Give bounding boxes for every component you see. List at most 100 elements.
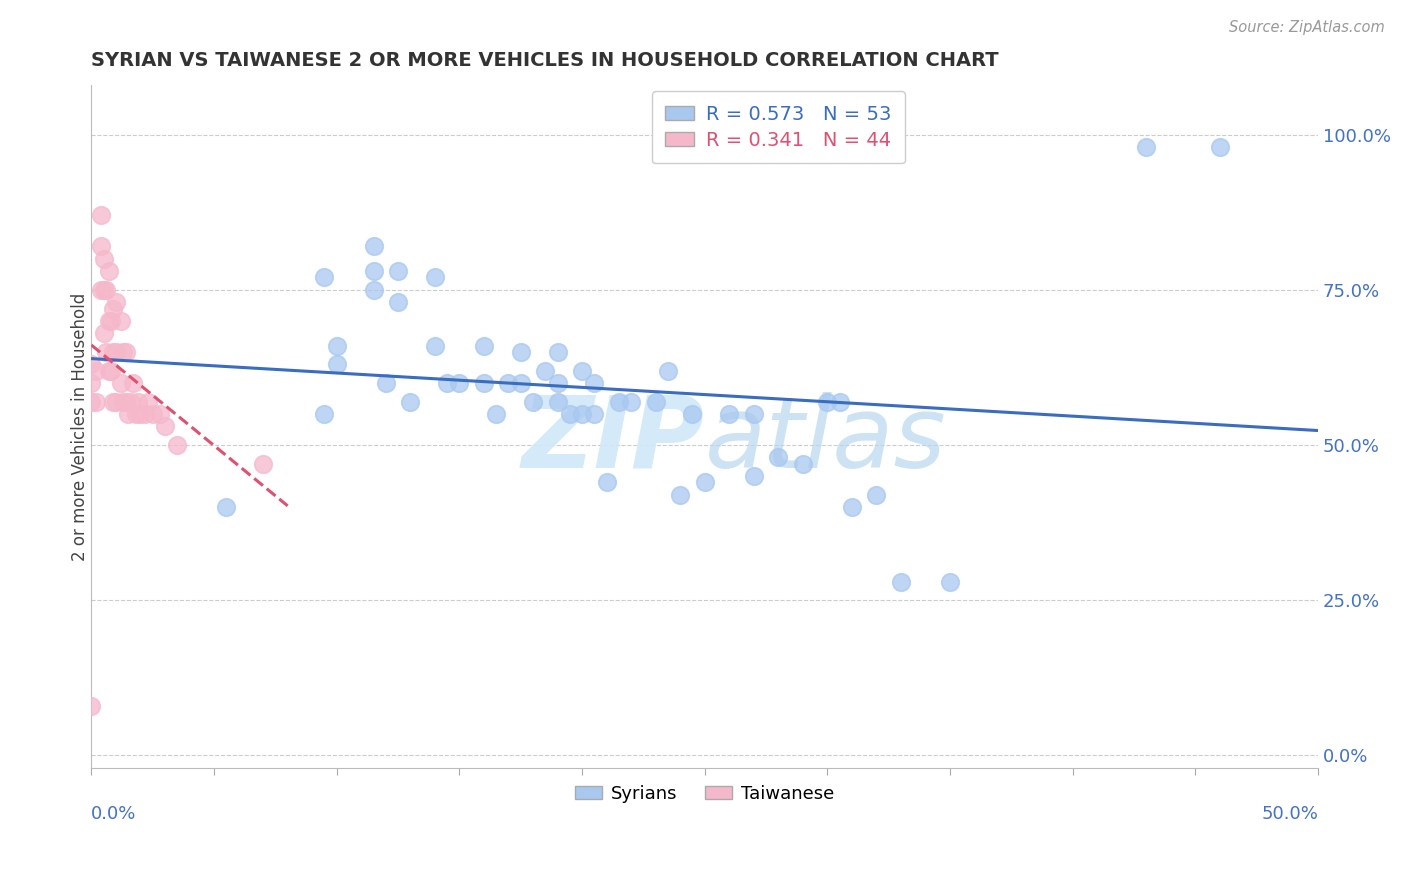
Point <box>112 345 135 359</box>
Point <box>104 394 127 409</box>
Text: 50.0%: 50.0% <box>1261 805 1319 823</box>
Point <box>595 475 617 490</box>
Point <box>583 407 606 421</box>
Point <box>558 407 581 421</box>
Point <box>103 345 125 359</box>
Point <box>110 376 132 390</box>
Point <box>149 407 172 421</box>
Point <box>97 363 120 377</box>
Point <box>1135 140 1157 154</box>
Point <box>84 363 107 377</box>
Point <box>768 450 790 465</box>
Point <box>90 283 112 297</box>
Point <box>84 394 107 409</box>
Point <box>97 264 120 278</box>
Point <box>129 407 152 421</box>
Point <box>80 698 103 713</box>
Point <box>534 363 557 377</box>
Point <box>644 394 666 409</box>
Point <box>547 376 569 390</box>
Y-axis label: 2 or more Vehicles in Household: 2 or more Vehicles in Household <box>72 293 89 560</box>
Point <box>423 270 446 285</box>
Point <box>325 339 347 353</box>
Legend: Syrians, Taiwanese: Syrians, Taiwanese <box>568 778 842 810</box>
Point <box>657 363 679 377</box>
Point <box>104 295 127 310</box>
Point <box>142 407 165 421</box>
Point <box>387 295 409 310</box>
Point <box>114 394 136 409</box>
Point <box>669 488 692 502</box>
Point <box>215 500 238 514</box>
Point <box>620 394 643 409</box>
Point <box>742 469 765 483</box>
Point <box>94 345 117 359</box>
Point <box>890 574 912 589</box>
Point <box>124 407 146 421</box>
Point <box>509 345 531 359</box>
Text: Source: ZipAtlas.com: Source: ZipAtlas.com <box>1229 20 1385 35</box>
Text: 0.0%: 0.0% <box>91 805 136 823</box>
Point <box>122 376 145 390</box>
Point <box>607 394 630 409</box>
Point <box>682 407 704 421</box>
Point <box>363 264 385 278</box>
Point <box>325 357 347 371</box>
Point <box>571 407 593 421</box>
Point <box>136 394 159 409</box>
Point <box>80 394 103 409</box>
Point <box>472 376 495 390</box>
Point <box>100 314 122 328</box>
Point <box>110 314 132 328</box>
Point <box>93 326 115 341</box>
Point <box>571 363 593 377</box>
Point <box>104 345 127 359</box>
Point <box>939 574 962 589</box>
Point <box>103 394 125 409</box>
Point <box>498 376 520 390</box>
Point <box>127 394 149 409</box>
Point <box>841 500 863 514</box>
Point <box>865 488 887 502</box>
Point <box>94 283 117 297</box>
Point <box>522 394 544 409</box>
Point <box>547 394 569 409</box>
Point <box>153 419 176 434</box>
Point <box>117 407 139 421</box>
Point <box>103 301 125 316</box>
Point <box>314 270 336 285</box>
Point <box>114 345 136 359</box>
Point <box>363 239 385 253</box>
Point <box>93 283 115 297</box>
Point <box>485 407 508 421</box>
Point <box>387 264 409 278</box>
Point <box>363 283 385 297</box>
Point <box>547 345 569 359</box>
Point <box>472 339 495 353</box>
Point <box>583 376 606 390</box>
Point <box>815 394 838 409</box>
Point <box>314 407 336 421</box>
Point <box>792 457 814 471</box>
Point <box>90 239 112 253</box>
Point <box>509 376 531 390</box>
Text: atlas: atlas <box>704 392 946 489</box>
Point <box>93 252 115 266</box>
Point <box>449 376 471 390</box>
Point <box>718 407 741 421</box>
Point <box>828 394 851 409</box>
Point <box>100 363 122 377</box>
Point <box>436 376 458 390</box>
Point <box>90 209 112 223</box>
Point <box>120 394 142 409</box>
Point <box>399 394 422 409</box>
Point <box>97 314 120 328</box>
Point <box>112 394 135 409</box>
Point <box>423 339 446 353</box>
Point <box>166 438 188 452</box>
Point <box>742 407 765 421</box>
Text: ZIP: ZIP <box>522 392 704 489</box>
Point <box>693 475 716 490</box>
Point <box>374 376 396 390</box>
Point <box>1209 140 1232 154</box>
